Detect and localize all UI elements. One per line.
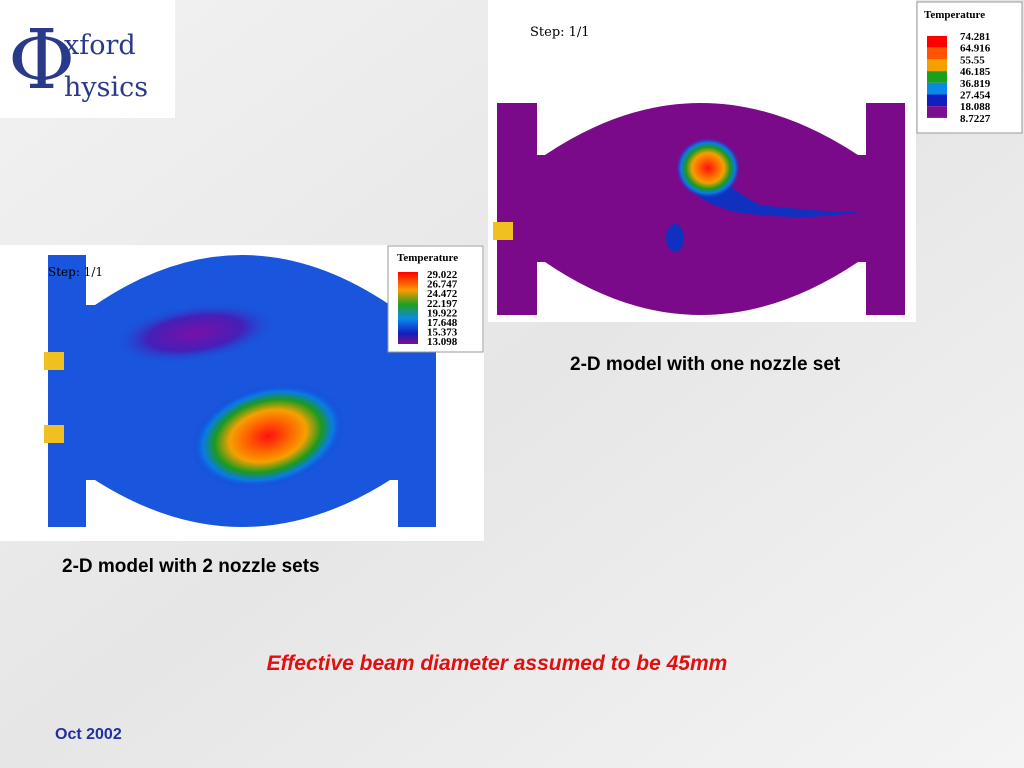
legend-value: 13.098 (427, 336, 458, 348)
legend-swatch (927, 94, 947, 107)
legend-value: 27.454 (960, 90, 991, 102)
legend-swatch (927, 47, 947, 60)
logo-text: hysics (64, 72, 148, 103)
legend-value: 19.922 (427, 307, 458, 319)
legend-value: 29.022 (427, 269, 458, 281)
nozzle (493, 222, 513, 240)
legend-swatch (927, 36, 947, 48)
legend-swatch (927, 59, 947, 72)
logo-text: xford (64, 30, 136, 61)
nozzle (44, 352, 64, 370)
legend-swatch (927, 82, 947, 95)
nozzle (44, 425, 64, 443)
legend: 74.28164.91655.5546.18536.81927.45418.08… (927, 31, 991, 125)
legend-title: Temperature (924, 9, 985, 21)
color-scale (398, 272, 418, 344)
logo-symbol: Φ (8, 13, 75, 108)
legend-value: 64.916 (960, 43, 991, 55)
caption: 2-D model with one nozzle set (570, 354, 841, 375)
caption: 2-D model with 2 nozzle sets (62, 556, 320, 577)
legend-value: 26.747 (427, 279, 458, 291)
legend-title: Temperature (397, 252, 458, 264)
hot-spot (191, 383, 345, 489)
legend-swatch (927, 106, 947, 118)
legend-value: 55.55 (960, 54, 985, 66)
legend-swatch (927, 71, 947, 83)
legend-value: 18.088 (960, 101, 991, 113)
step-label: Step: 1/1 (530, 25, 590, 40)
model-shape (497, 103, 905, 315)
hot-spot (676, 138, 740, 198)
plume (690, 160, 860, 217)
note: Effective beam diameter assumed to be 45… (267, 652, 728, 675)
legend-value: 17.648 (427, 317, 458, 329)
legend-value: 74.281 (960, 31, 990, 43)
cold-spot (666, 224, 684, 252)
legend-value: 36.819 (960, 78, 991, 90)
date: Oct 2002 (55, 726, 122, 743)
legend-value: 46.185 (960, 66, 991, 78)
cold-spot (115, 303, 275, 363)
step-label: Step: 1/1 (48, 265, 103, 279)
legend-value: 24.472 (427, 288, 458, 300)
legend-value: 22.197 (427, 298, 458, 310)
legend: 29.02226.74724.47222.19719.92217.64815.3… (427, 269, 458, 348)
legend-value: 8.7227 (960, 113, 991, 125)
legend-value: 15.373 (427, 327, 458, 339)
logo-box (0, 0, 175, 118)
